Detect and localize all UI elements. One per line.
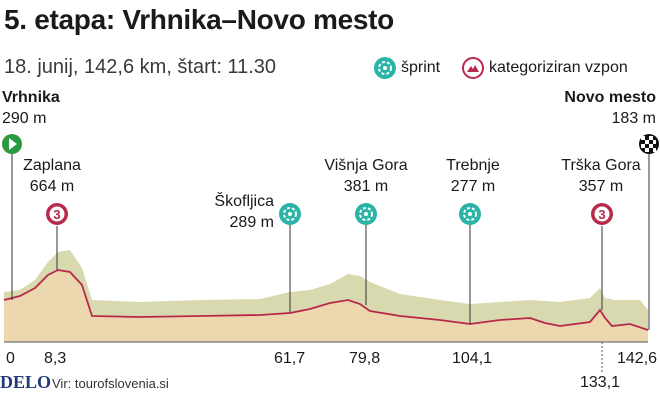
point-label-zaplana: Zaplana 664 m bbox=[12, 155, 92, 197]
point-altitude: 664 m bbox=[29, 178, 75, 195]
delo-logo: DELO bbox=[0, 372, 52, 392]
checkered-flag-icon bbox=[639, 134, 659, 154]
start-altitude: 290 m bbox=[2, 110, 47, 127]
climb-category-zaplana: 3 bbox=[53, 207, 60, 222]
km-label-start: 0 bbox=[6, 350, 15, 367]
source-credit: Vir: tourofslovenia.si bbox=[52, 376, 169, 391]
km-label-zaplana: 8,3 bbox=[44, 350, 67, 367]
climb-category-trska-gora: 3 bbox=[598, 207, 605, 222]
point-name: Trška Gora bbox=[561, 157, 641, 174]
point-name: Škofljica bbox=[214, 193, 274, 210]
sprint-icon bbox=[374, 57, 396, 79]
profile-front-layer bbox=[4, 270, 648, 342]
start-play-icon bbox=[2, 134, 22, 154]
mountain-climb-icon bbox=[462, 57, 484, 79]
km-label-visnja-gora: 79,8 bbox=[349, 350, 381, 367]
legend-climb: kategoriziran vzpon bbox=[462, 57, 628, 79]
finish-altitude: 183 m bbox=[611, 110, 656, 127]
page-title: 5. etapa: Vrhnika–Novo mesto bbox=[4, 4, 394, 35]
km-label-trska-gora: 133,1 bbox=[580, 374, 621, 391]
point-altitude: 357 m bbox=[578, 178, 624, 195]
point-altitude: 381 m bbox=[343, 178, 389, 195]
climb-icon-zaplana bbox=[46, 203, 68, 225]
sprint-icon-skofljica bbox=[279, 203, 301, 225]
stage-subtitle: 18. junij, 142,6 km, štart: 11.30 bbox=[4, 56, 277, 78]
point-altitude: 277 m bbox=[450, 178, 496, 195]
legend-climb-label: kategoriziran vzpon bbox=[489, 59, 628, 76]
point-altitude: 289 m bbox=[229, 214, 274, 231]
sprint-icon-visnja-gora bbox=[355, 203, 377, 225]
point-label-trebnje: Trebnje 277 m bbox=[433, 155, 513, 197]
point-name: Zaplana bbox=[23, 157, 81, 174]
point-label-skofljica: Škofljica 289 m bbox=[190, 191, 274, 233]
point-name: Višnja Gora bbox=[324, 157, 408, 174]
legend-sprint-label: šprint bbox=[401, 59, 441, 76]
climb-icon-trska-gora bbox=[591, 203, 613, 225]
legend-sprint: šprint bbox=[374, 57, 440, 79]
start-name: Vrhnika bbox=[2, 89, 60, 106]
km-label-finish: 142,6 bbox=[617, 350, 658, 367]
point-name: Trebnje bbox=[446, 157, 500, 174]
km-label-trebnje: 104,1 bbox=[452, 350, 493, 367]
finish-name: Novo mesto bbox=[564, 89, 656, 106]
profile-line bbox=[3, 269, 649, 331]
km-label-skofljica: 61,7 bbox=[274, 350, 306, 367]
point-label-visnja-gora: Višnja Gora 381 m bbox=[314, 155, 418, 197]
point-label-trska-gora: Trška Gora 357 m bbox=[552, 155, 650, 197]
sprint-icon-trebnje bbox=[459, 203, 481, 225]
